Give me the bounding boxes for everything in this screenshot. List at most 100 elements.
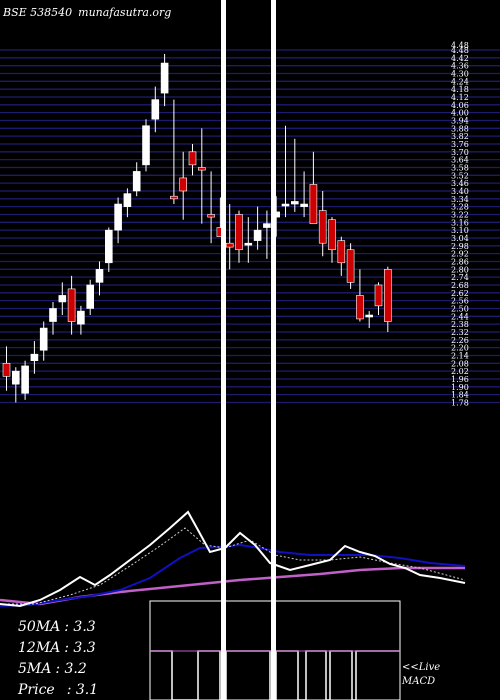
stat-label: 5MA [18, 661, 51, 677]
candle-body-down [67, 288, 76, 322]
stat-label: 50MA [18, 619, 60, 635]
stat-value: : 3.2 [55, 661, 87, 677]
stat-value: : 3.1 [67, 682, 98, 698]
price-tick-label: 4.36 [451, 62, 469, 71]
candle [374, 282, 383, 316]
candle [179, 151, 187, 220]
candle-body-up [151, 99, 160, 120]
candle-body-down [225, 242, 234, 248]
candle-body-up [244, 242, 253, 246]
ma5-line [0, 510, 466, 608]
exchange-code: BSE 538540 [2, 6, 72, 19]
price-tick-label: 3.22 [451, 210, 469, 219]
candle-body-up [263, 223, 271, 228]
candle-body-up [39, 327, 48, 351]
candle [235, 210, 243, 263]
price-tick-label: 4.24 [451, 77, 469, 86]
price-grid [0, 49, 500, 404]
candle-body-up [281, 203, 290, 207]
candle [132, 162, 141, 197]
event-marker-2 [271, 0, 276, 700]
candle-body-down [337, 240, 346, 264]
candle-body-down [328, 219, 336, 251]
price-tick-label: 2.50 [451, 304, 469, 313]
price-tick-label: 4.00 [451, 109, 469, 118]
stat-row: 50MA: 3.3 [18, 619, 96, 635]
candle-body-down [179, 177, 187, 192]
candle-body-down [383, 269, 392, 322]
price-tick-label: 3.28 [451, 203, 469, 212]
candle-body-up [114, 203, 122, 231]
price-axis-top-label: 4.48 [451, 41, 469, 50]
candle-body-up [95, 269, 104, 283]
candle-body-down [356, 295, 364, 320]
price-tick-label: 3.70 [451, 148, 469, 157]
candle-body-down [198, 167, 206, 171]
candle-body-up [21, 365, 29, 394]
candle [142, 119, 150, 172]
price-tick-label: 3.82 [451, 132, 469, 141]
candle [30, 341, 39, 374]
candle-body-up [132, 171, 141, 192]
candle [318, 190, 327, 257]
stat-row: 12MA: 3.3 [18, 640, 96, 656]
price-tick-label: 1.90 [451, 383, 469, 392]
candle [263, 210, 271, 259]
candle [207, 171, 215, 244]
stat-label: 12MA [18, 640, 60, 656]
stat-label: Price [17, 682, 55, 698]
event-markers [221, 0, 276, 700]
candle-body-down [309, 184, 318, 224]
price-tick-label: 2.62 [451, 289, 469, 298]
price-tick-label: 2.08 [451, 359, 469, 368]
candle-body-up [77, 310, 85, 325]
candle [86, 279, 94, 316]
price-tick-label: 3.40 [451, 187, 469, 196]
candle [309, 151, 318, 224]
candle [12, 367, 20, 403]
candle-body-up [49, 308, 57, 322]
candle-body-down [346, 249, 355, 283]
ma12-line [0, 543, 466, 607]
price-tick-label: 4.06 [451, 101, 469, 110]
candle [67, 275, 76, 335]
candle [300, 171, 308, 218]
price-tick-label: 3.52 [451, 171, 469, 180]
candle-body-up [365, 314, 374, 318]
candle-body-up [58, 295, 67, 303]
moving-average-panel [0, 510, 466, 608]
price-tick-label: 2.86 [451, 257, 469, 266]
candle [290, 138, 299, 212]
event-marker-1 [221, 0, 226, 700]
candle [21, 360, 29, 400]
macd-live-label: <<Live [402, 662, 440, 673]
price-tick-label: 1.84 [451, 391, 469, 400]
price-tick-label: 3.64 [451, 156, 469, 165]
candle [39, 321, 48, 361]
candle-body-down [188, 151, 197, 166]
candle [328, 217, 336, 263]
candle-body-down [207, 214, 215, 218]
candle [77, 305, 85, 335]
price-tick-label: 2.26 [451, 336, 469, 345]
candle [281, 125, 290, 218]
price-tick-label: 2.44 [451, 312, 469, 321]
stat-row: Price : 3.1 [17, 682, 98, 698]
candlestick-series [2, 53, 392, 403]
candle-body-up [160, 62, 169, 94]
price-tick-label: 2.56 [451, 297, 469, 306]
price-tick-label: 3.58 [451, 163, 469, 172]
candle-body-up [300, 203, 308, 207]
candle [337, 236, 346, 276]
price-tick-label: 2.14 [451, 351, 469, 360]
price-tick-label: 3.10 [451, 226, 469, 235]
candle [114, 197, 122, 244]
candle [58, 282, 67, 316]
candle-body-up [142, 125, 150, 166]
candle [49, 301, 57, 335]
price-tick-label: 2.92 [451, 250, 469, 259]
price-tick-label: 4.30 [451, 69, 469, 78]
candle-body-down [318, 210, 327, 244]
candle [160, 53, 169, 107]
stat-value: : 3.3 [64, 640, 96, 656]
